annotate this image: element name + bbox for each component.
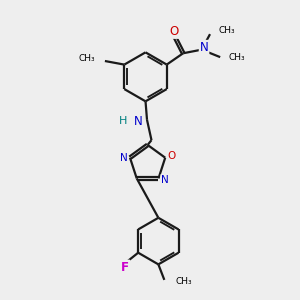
Text: H: H bbox=[119, 116, 128, 126]
Text: N: N bbox=[134, 115, 143, 128]
Text: O: O bbox=[168, 151, 176, 161]
Text: N: N bbox=[200, 41, 208, 54]
Text: CH₃: CH₃ bbox=[229, 52, 245, 62]
Text: O: O bbox=[169, 25, 178, 38]
Text: CH₃: CH₃ bbox=[218, 26, 235, 35]
Text: CH₃: CH₃ bbox=[175, 277, 192, 286]
Text: N: N bbox=[120, 153, 127, 163]
Text: CH₃: CH₃ bbox=[79, 53, 95, 62]
Text: F: F bbox=[121, 261, 129, 274]
Text: N: N bbox=[161, 175, 169, 185]
